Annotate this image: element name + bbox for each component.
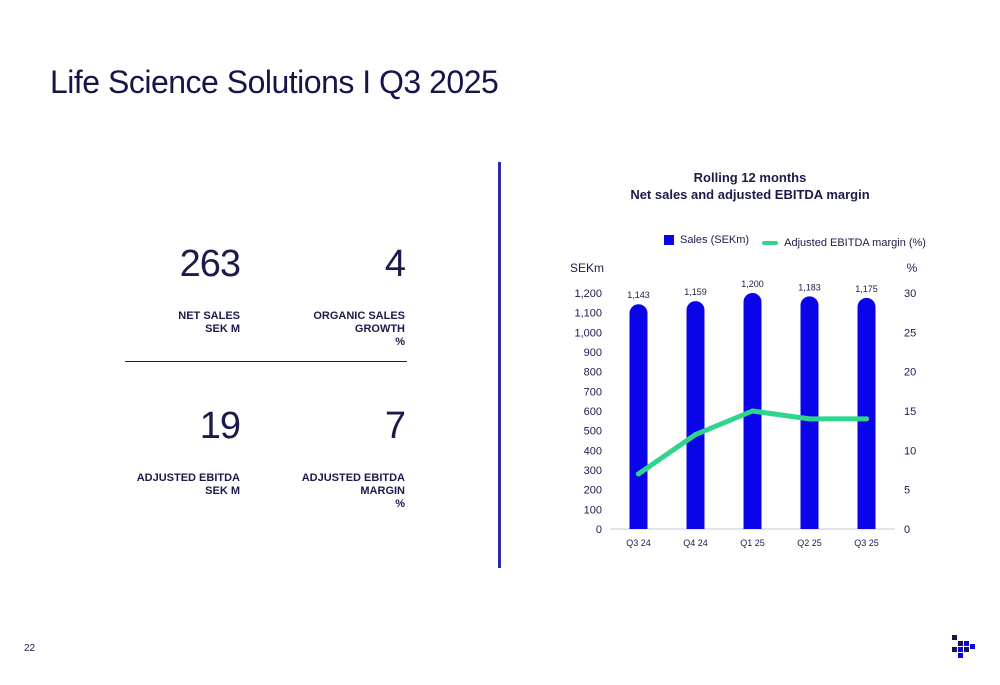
legend-item-sales: Sales (SEKm)	[664, 234, 749, 246]
y-axis-right-tick-label: 25	[904, 327, 916, 339]
bar-data-label: 1,183	[798, 282, 821, 292]
y-axis-left-tick-label: 300	[584, 465, 602, 477]
y-axis-left-tick-label: 900	[584, 347, 602, 359]
y-axis-left-tick-label: 600	[584, 406, 602, 418]
margin-point	[864, 416, 869, 422]
y-axis-left-tick-label: 100	[584, 504, 602, 516]
kpi-organic-growth: 4 ORGANIC SALES GROWTH %	[225, 243, 406, 349]
bar	[686, 301, 705, 529]
y-axis-left-title: SEKm	[570, 261, 604, 275]
kpi-ebitda-margin: 7 ADJUSTED EBITDA MARGIN %	[225, 405, 406, 511]
y-axis-left-tick-label: 200	[584, 485, 602, 497]
legend-bar-swatch	[664, 235, 674, 245]
page-number: 22	[24, 643, 36, 654]
kpi-value: 4	[384, 243, 406, 285]
kpi-label-line: SEK m	[205, 323, 240, 335]
legend-label: Sales (SEKm)	[680, 234, 750, 246]
y-axis-left-tick-label: 0	[596, 524, 602, 536]
y-axis-left-tick-label: 1,000	[574, 327, 602, 339]
margin-point	[636, 471, 641, 477]
bar	[800, 296, 819, 529]
kpi-label-line: ORGANIC SALES	[313, 310, 405, 322]
kpi-label-line: NET SALES	[178, 310, 240, 322]
bar-data-label: 1,175	[855, 284, 878, 294]
kpi-label: NET SALES SEK m	[60, 310, 240, 336]
y-axis-right-tick-label: 10	[904, 445, 916, 457]
x-axis-tick-label: Q3 25	[854, 538, 879, 548]
vertical-divider	[498, 162, 501, 568]
y-axis-right-title: %	[907, 261, 918, 275]
x-axis-tick-label: Q3 24	[626, 538, 651, 548]
legend-label: Adjusted EBITDA margin (%)	[784, 237, 926, 249]
y-axis-right-tick-label: 5	[904, 485, 910, 497]
bar-data-label: 1,143	[627, 290, 650, 300]
y-axis-right-tick-label: 15	[904, 406, 916, 418]
chart-title: Rolling 12 months Net sales and adjusted…	[560, 169, 940, 203]
kpi-net-sales: 263 NET SALES SEK m	[60, 243, 241, 336]
kpi-label-line: GROWTH	[354, 323, 405, 335]
kpi-label-line: %	[395, 336, 405, 348]
kpi-adjusted-ebitda: 19 ADJUSTED EBITDA SEK m	[60, 405, 241, 498]
x-axis-tick-label: Q1 25	[740, 538, 765, 548]
legend-line-swatch	[762, 241, 779, 245]
bar-data-label: 1,200	[741, 279, 764, 289]
y-axis-left-tick-label: 1,100	[574, 308, 602, 320]
y-axis-left-tick-label: 400	[584, 445, 602, 457]
x-axis-tick-label: Q4 24	[683, 538, 708, 548]
kpi-label: ORGANIC SALES GROWTH %	[225, 310, 405, 349]
kpi-value: 263	[179, 243, 241, 285]
bar	[629, 304, 648, 529]
x-axis-tick-label: Q2 25	[797, 538, 822, 548]
chart-title-line: Net sales and adjusted EBITDA margin	[630, 187, 870, 202]
chart-title-line: Rolling 12 months	[693, 170, 807, 185]
page-title: Life Science Solutions I Q3 2025	[50, 64, 499, 100]
y-axis-right-tick-label: 20	[904, 367, 916, 379]
y-axis-left-tick-label: 800	[584, 367, 602, 379]
kpi-label-line: ADJUSTED EBITDA	[136, 472, 240, 484]
kpi-value: 19	[199, 405, 241, 447]
kpi-label-line: MARGIN	[360, 485, 405, 497]
kpi-divider	[125, 361, 407, 362]
y-axis-left-tick-label: 700	[584, 386, 602, 398]
bar	[857, 297, 876, 529]
y-axis-left-tick-label: 1,200	[574, 288, 602, 300]
y-axis-right-tick-label: 0	[904, 524, 910, 536]
combo-chart: SEKm %01002003004005006007008009001,0001,…	[570, 261, 918, 548]
chart-legend: Sales (SEKm) Adjusted EBITDA margin (%)	[664, 234, 936, 249]
margin-point	[750, 408, 755, 414]
bar-data-label: 1,159	[684, 287, 707, 297]
margin-point	[807, 416, 812, 422]
y-axis-right-tick-label: 30	[904, 288, 916, 300]
kpi-label-line: SEK m	[205, 485, 240, 497]
margin-point	[693, 432, 698, 438]
y-axis-left-tick-label: 500	[584, 426, 602, 438]
kpi-label-line: ADJUSTED EBITDA	[301, 472, 405, 484]
kpi-label-line: %	[395, 498, 405, 510]
kpi-label: ADJUSTED EBITDA MARGIN %	[225, 472, 405, 511]
kpi-value: 7	[384, 405, 406, 447]
legend-item-margin: Adjusted EBITDA margin (%)	[762, 237, 926, 249]
kpi-label: ADJUSTED EBITDA SEK m	[60, 472, 240, 498]
brand-logo-icon	[952, 635, 975, 658]
